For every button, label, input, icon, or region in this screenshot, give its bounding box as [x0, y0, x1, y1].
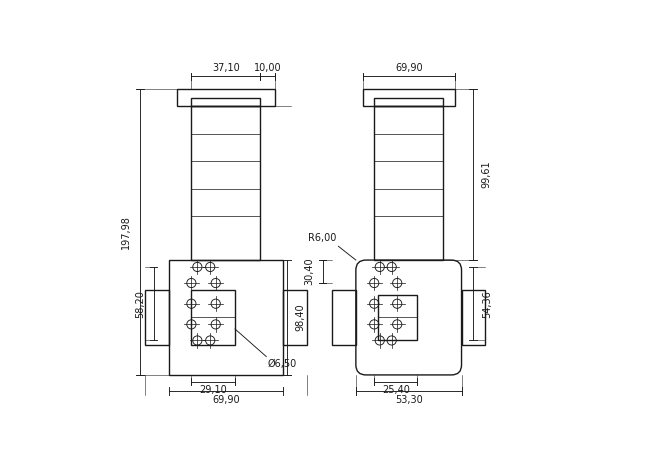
- Bar: [374, 98, 443, 106]
- Text: 10,00: 10,00: [254, 63, 282, 73]
- Bar: [192, 290, 235, 345]
- Text: 69,90: 69,90: [395, 63, 422, 73]
- Bar: [374, 106, 443, 260]
- Text: R6,00: R6,00: [308, 232, 336, 243]
- Text: 69,90: 69,90: [212, 395, 240, 405]
- Text: 99,61: 99,61: [482, 160, 492, 188]
- Bar: [378, 294, 417, 340]
- Bar: [145, 290, 169, 345]
- Text: 98,40: 98,40: [296, 304, 306, 331]
- Bar: [169, 260, 283, 375]
- Text: 29,10: 29,10: [200, 385, 227, 396]
- Bar: [192, 98, 260, 106]
- Text: 58,20: 58,20: [135, 290, 145, 318]
- Text: Ø6,50: Ø6,50: [268, 359, 297, 369]
- Text: 37,10: 37,10: [212, 63, 240, 73]
- Text: 25,40: 25,40: [382, 385, 409, 396]
- Bar: [177, 89, 275, 106]
- Bar: [192, 106, 260, 260]
- Text: 54,36: 54,36: [482, 290, 492, 318]
- Text: 53,30: 53,30: [395, 395, 422, 405]
- Text: 30,40: 30,40: [304, 258, 314, 286]
- Bar: [363, 89, 454, 106]
- Bar: [462, 290, 486, 345]
- Bar: [332, 290, 356, 345]
- Text: 197,98: 197,98: [121, 215, 131, 249]
- Bar: [283, 290, 307, 345]
